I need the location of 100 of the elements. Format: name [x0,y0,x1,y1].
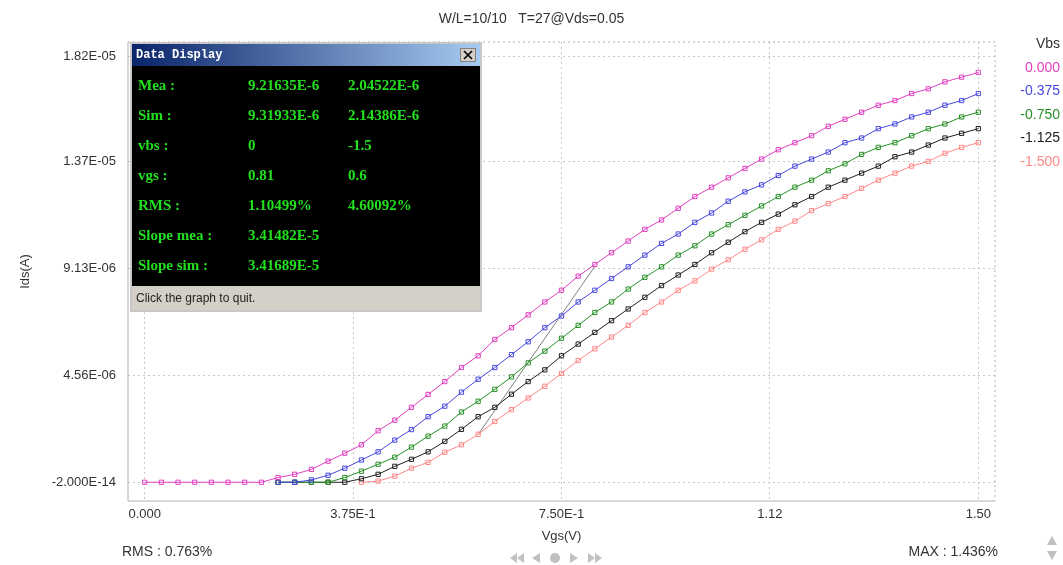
point [909,114,915,120]
point [909,133,915,139]
point [542,383,548,389]
point [575,299,581,305]
point [375,428,381,434]
point [525,395,531,401]
point [542,367,548,373]
point [892,97,898,104]
point [625,264,631,270]
point [475,398,481,404]
point [458,442,465,448]
point [158,479,164,485]
point [658,217,665,223]
point [342,474,348,481]
point [508,325,515,331]
point [242,479,248,485]
point [742,165,748,172]
point [692,243,698,249]
point [925,109,931,115]
x-tick-label: 0.000 [128,506,161,522]
point [775,147,781,153]
point [592,329,598,336]
point [825,168,831,174]
point [775,172,781,179]
point [708,250,715,256]
point [742,229,748,235]
point [642,294,648,300]
point [625,306,631,312]
point [875,126,881,132]
point [392,437,398,443]
x-tick-label: 3.75E-1 [330,506,376,522]
point [658,264,665,270]
point [375,449,381,455]
point [959,97,965,104]
point [742,212,748,218]
point [325,458,331,464]
point [959,130,965,136]
point [508,352,515,358]
point [858,135,865,141]
point [758,237,765,243]
point [392,463,398,469]
point [558,287,565,293]
point [458,389,465,395]
point [408,456,415,462]
point [858,185,865,191]
point [642,226,648,232]
point [292,471,298,477]
point [425,391,431,398]
point [675,287,681,293]
point [342,465,348,471]
point [925,142,931,148]
point [592,287,598,293]
point [725,175,731,181]
point [542,299,548,305]
point [358,468,365,474]
point [442,403,448,409]
point [392,454,398,460]
point [592,309,598,316]
point [542,325,548,331]
point [592,346,598,352]
point [692,193,698,200]
y-tick-label: -2.000E-14 [51,473,116,489]
point [758,219,765,225]
point [425,459,431,465]
point [625,286,631,292]
point [975,90,981,97]
point [725,222,731,228]
point [775,226,781,232]
point [742,246,748,252]
point [875,144,881,150]
point [875,163,881,169]
annotation: Click the graph to quit. [135,290,257,307]
point [492,418,498,424]
point [358,442,365,448]
point [342,479,348,485]
text: RMS : 0.763% [122,543,213,559]
point [858,151,865,158]
point [725,239,731,245]
point [909,163,915,169]
x-tick-label: 1.12 [757,506,783,522]
point [975,140,981,146]
point [808,207,815,214]
point [442,423,448,429]
point [708,231,715,237]
point [475,376,481,382]
point [625,238,631,244]
point [608,318,615,324]
point [858,109,865,115]
point [425,414,431,420]
point [408,404,415,410]
point [442,438,448,444]
text: -1.125 [1019,128,1060,147]
point [458,426,465,432]
point [975,69,981,76]
point [925,86,931,92]
y-tick-label: 9.13E-06 [63,260,116,276]
point [942,79,948,85]
point [725,198,731,204]
point [975,109,981,115]
point [892,170,898,176]
